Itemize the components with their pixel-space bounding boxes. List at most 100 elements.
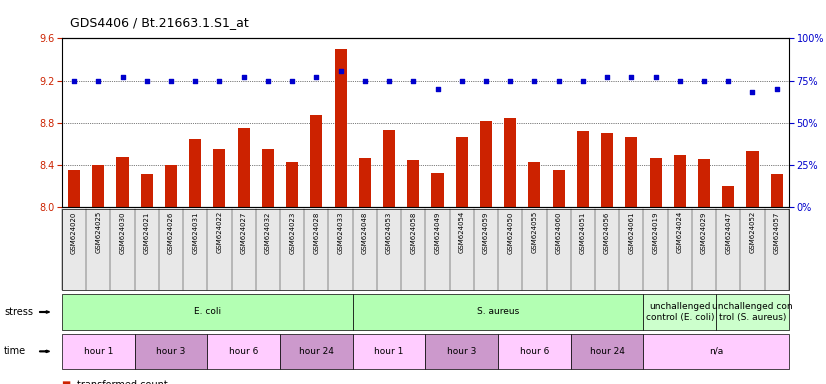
Point xyxy=(649,74,662,80)
Text: GSM624027: GSM624027 xyxy=(240,211,247,253)
Point xyxy=(310,74,323,80)
Point xyxy=(601,74,614,80)
Text: GSM624033: GSM624033 xyxy=(338,211,344,254)
Point xyxy=(286,78,299,84)
Text: hour 6: hour 6 xyxy=(520,347,549,356)
Point xyxy=(673,78,686,84)
Text: GSM624019: GSM624019 xyxy=(653,211,658,254)
Text: hour 1: hour 1 xyxy=(374,347,404,356)
Point xyxy=(770,86,783,92)
Text: GSM624060: GSM624060 xyxy=(556,211,562,254)
Text: n/a: n/a xyxy=(709,347,724,356)
Text: unchallenged con
trol (S. aureus): unchallenged con trol (S. aureus) xyxy=(712,302,793,322)
Text: GSM624058: GSM624058 xyxy=(411,211,416,253)
Point xyxy=(164,78,178,84)
Point xyxy=(261,78,274,84)
Text: GSM624031: GSM624031 xyxy=(192,211,198,254)
Text: E. coli: E. coli xyxy=(194,308,221,316)
Text: hour 24: hour 24 xyxy=(299,347,334,356)
Bar xyxy=(140,174,153,207)
Text: hour 24: hour 24 xyxy=(590,347,624,356)
Bar xyxy=(68,170,80,207)
Bar xyxy=(480,121,492,207)
Bar xyxy=(722,186,734,207)
Point xyxy=(722,78,735,84)
Text: hour 3: hour 3 xyxy=(156,347,186,356)
Point xyxy=(746,89,759,96)
Bar xyxy=(601,134,613,207)
Text: GSM624048: GSM624048 xyxy=(362,211,368,253)
Text: GSM624024: GSM624024 xyxy=(676,211,683,253)
Text: time: time xyxy=(4,346,26,356)
Text: GSM624054: GSM624054 xyxy=(458,211,465,253)
Text: GSM624056: GSM624056 xyxy=(604,211,610,253)
Bar xyxy=(625,137,638,207)
Text: hour 3: hour 3 xyxy=(447,347,477,356)
Text: GSM624030: GSM624030 xyxy=(120,211,126,254)
Text: GSM624021: GSM624021 xyxy=(144,211,150,253)
Text: GSM624032: GSM624032 xyxy=(265,211,271,253)
Point xyxy=(188,78,202,84)
Text: GSM624022: GSM624022 xyxy=(216,211,222,253)
Text: GSM624052: GSM624052 xyxy=(749,211,756,253)
Bar xyxy=(649,158,662,207)
Text: transformed count: transformed count xyxy=(77,380,168,384)
Point xyxy=(116,74,129,80)
Point xyxy=(552,78,565,84)
Point xyxy=(504,78,517,84)
Text: GSM624029: GSM624029 xyxy=(701,211,707,253)
Bar xyxy=(238,128,249,207)
Bar xyxy=(189,139,202,207)
Point xyxy=(92,78,105,84)
Point xyxy=(237,74,250,80)
Text: GSM624026: GSM624026 xyxy=(168,211,174,253)
Bar xyxy=(407,160,420,207)
Point xyxy=(68,78,81,84)
Point xyxy=(479,78,492,84)
Bar xyxy=(698,159,710,207)
Text: hour 6: hour 6 xyxy=(229,347,259,356)
Point xyxy=(358,78,372,84)
Bar xyxy=(674,155,686,207)
Text: GSM624050: GSM624050 xyxy=(507,211,513,253)
Bar xyxy=(383,130,395,207)
Text: GSM624049: GSM624049 xyxy=(434,211,440,253)
Text: GSM624051: GSM624051 xyxy=(580,211,586,253)
Text: hour 1: hour 1 xyxy=(83,347,113,356)
Text: stress: stress xyxy=(4,307,33,317)
Bar xyxy=(553,170,565,207)
Bar xyxy=(262,149,274,207)
Text: GSM624057: GSM624057 xyxy=(774,211,780,253)
Point xyxy=(140,78,154,84)
Bar xyxy=(116,157,129,207)
Text: unchallenged
control (E. coli): unchallenged control (E. coli) xyxy=(646,302,714,322)
Text: GSM624025: GSM624025 xyxy=(95,211,102,253)
Bar xyxy=(286,162,298,207)
Text: GDS4406 / Bt.21663.1.S1_at: GDS4406 / Bt.21663.1.S1_at xyxy=(70,16,249,29)
Text: GSM624055: GSM624055 xyxy=(531,211,538,253)
Bar xyxy=(213,149,225,207)
Bar xyxy=(165,165,177,207)
Bar xyxy=(431,172,444,207)
Point xyxy=(382,78,396,84)
Text: GSM624053: GSM624053 xyxy=(386,211,392,253)
Text: S. aureus: S. aureus xyxy=(477,308,520,316)
Bar xyxy=(335,49,347,207)
Bar xyxy=(747,151,758,207)
Point xyxy=(431,86,444,92)
Point xyxy=(455,78,468,84)
Bar xyxy=(456,137,468,207)
Text: GSM624047: GSM624047 xyxy=(725,211,731,253)
Text: GSM624028: GSM624028 xyxy=(313,211,320,253)
Text: ■: ■ xyxy=(62,380,74,384)
Bar xyxy=(93,165,104,207)
Bar xyxy=(311,116,322,207)
Text: GSM624061: GSM624061 xyxy=(629,211,634,254)
Point xyxy=(334,68,347,74)
Text: GSM624020: GSM624020 xyxy=(71,211,77,253)
Text: GSM624023: GSM624023 xyxy=(289,211,295,253)
Bar xyxy=(504,118,516,207)
Text: GSM624059: GSM624059 xyxy=(483,211,489,253)
Point xyxy=(697,78,710,84)
Bar xyxy=(529,162,540,207)
